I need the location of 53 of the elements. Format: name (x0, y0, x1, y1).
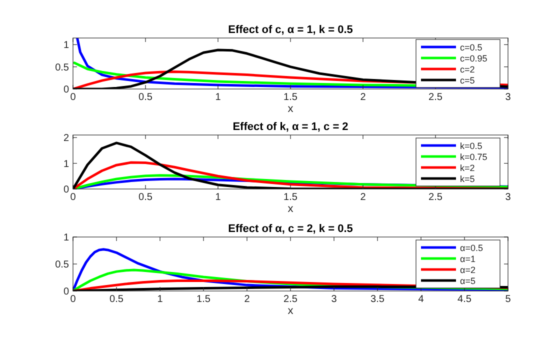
y-tick-label: 0 (63, 184, 70, 196)
chart-title: Effect of k, α = 1, c = 2 (232, 121, 348, 133)
x-tick-label: 2.5 (428, 192, 443, 203)
chart-title: Effect of c, α = 1, k = 0.5 (228, 24, 353, 36)
legend-label: c=2 (460, 64, 475, 74)
y-tick-label: 0.5 (55, 62, 70, 74)
legend-label: c=0.95 (460, 54, 488, 64)
legend-label: α=1 (460, 254, 476, 264)
x-axis-title: x (288, 103, 294, 115)
legend-label: α=2 (460, 265, 476, 275)
y-tick-label: 1 (63, 158, 70, 170)
x-tick-label: 2 (360, 92, 366, 103)
y-tick-label: 0 (63, 84, 70, 96)
x-tick-label: 0.5 (110, 294, 124, 305)
x-tick-label: 0 (70, 92, 76, 103)
x-tick-label: 0 (70, 294, 76, 305)
legend-label: k=0.5 (460, 141, 482, 151)
x-tick-label: 2 (360, 192, 366, 203)
x-tick-label: 1 (157, 294, 164, 305)
legend-label: α=0.5 (460, 243, 483, 253)
x-tick-label: 3 (331, 294, 338, 305)
line-series (73, 142, 508, 189)
x-tick-label: 1.5 (284, 192, 298, 203)
chart-title: Effect of α, c = 2, k = 0.5 (228, 223, 353, 235)
x-tick-label: 1.5 (196, 294, 211, 305)
x-tick-label: 3 (505, 192, 512, 203)
x-tick-label: 1 (215, 192, 222, 203)
y-tick-label: 0 (63, 286, 70, 298)
y-tick-label: 1 (63, 232, 70, 244)
x-tick-label: 4.5 (458, 294, 472, 305)
legend-label: k=5 (460, 174, 475, 184)
x-tick-label: 4 (418, 294, 424, 305)
x-tick-label: 5 (505, 294, 512, 305)
x-axis-title: x (288, 305, 294, 317)
x-tick-label: 2 (244, 294, 250, 305)
x-tick-label: 3 (505, 92, 512, 103)
x-tick-label: 0.5 (138, 192, 153, 203)
legend-label: c=5 (460, 76, 475, 86)
y-tick-label: 2 (63, 133, 70, 144)
x-tick-label: 1 (215, 92, 222, 103)
x-tick-label: 0.5 (138, 92, 153, 103)
legend-label: α=5 (460, 276, 476, 286)
x-tick-label: 2.5 (428, 92, 443, 103)
legend-label: k=2 (460, 163, 475, 173)
x-tick-label: 1.5 (284, 92, 298, 103)
x-axis-title: x (288, 203, 294, 215)
legend-label: k=0.75 (460, 152, 488, 162)
y-tick-label: 0.5 (55, 260, 70, 270)
x-tick-label: 2.5 (284, 294, 298, 305)
x-tick-label: 3.5 (370, 294, 385, 305)
legend-label: c=0.5 (460, 42, 482, 52)
y-tick-label: 1 (63, 40, 70, 52)
x-tick-label: 0 (70, 192, 76, 203)
